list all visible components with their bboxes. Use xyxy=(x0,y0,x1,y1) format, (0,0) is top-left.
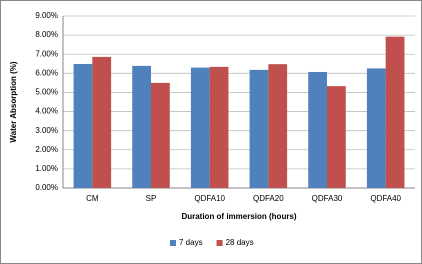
y-tick-label: 5.00% xyxy=(35,88,58,97)
y-tick-label: 0.00% xyxy=(35,183,58,192)
x-tick-label: QDFA40 xyxy=(370,194,401,203)
y-tick-label: 2.00% xyxy=(35,145,58,154)
bar xyxy=(268,64,288,188)
x-tick-label: QDFA30 xyxy=(312,194,343,203)
legend-label: 28 days xyxy=(226,238,254,247)
y-tick-label: 6.00% xyxy=(35,68,58,77)
y-tick-label: 8.00% xyxy=(35,30,58,39)
bar xyxy=(92,56,112,188)
y-axis-label: Water Absorption (%) xyxy=(9,61,18,143)
x-axis-label: Duration of immersion (hours) xyxy=(181,212,296,221)
bar xyxy=(308,71,327,188)
legend-label: 7 days xyxy=(179,238,203,247)
bar xyxy=(190,67,210,188)
y-tick-label: 7.00% xyxy=(35,49,58,58)
y-tick-label: 9.00% xyxy=(35,11,58,20)
bar xyxy=(151,82,170,188)
bar xyxy=(73,63,93,188)
bar xyxy=(366,68,386,188)
bar xyxy=(249,69,269,188)
x-tick-label: QDFA20 xyxy=(253,194,284,203)
legend-swatch xyxy=(170,240,176,246)
y-tick-label: 3.00% xyxy=(35,126,58,135)
legend-swatch xyxy=(216,240,223,246)
bar xyxy=(385,36,405,188)
x-tick-label: CM xyxy=(86,194,99,203)
y-tick-label: 1.00% xyxy=(35,164,58,173)
x-tick-label: QDFA10 xyxy=(194,194,225,203)
bar xyxy=(209,66,229,188)
x-tick-label: SP xyxy=(146,194,157,203)
bar xyxy=(132,65,151,188)
bar xyxy=(327,86,346,188)
y-tick-label: 4.00% xyxy=(35,107,58,116)
